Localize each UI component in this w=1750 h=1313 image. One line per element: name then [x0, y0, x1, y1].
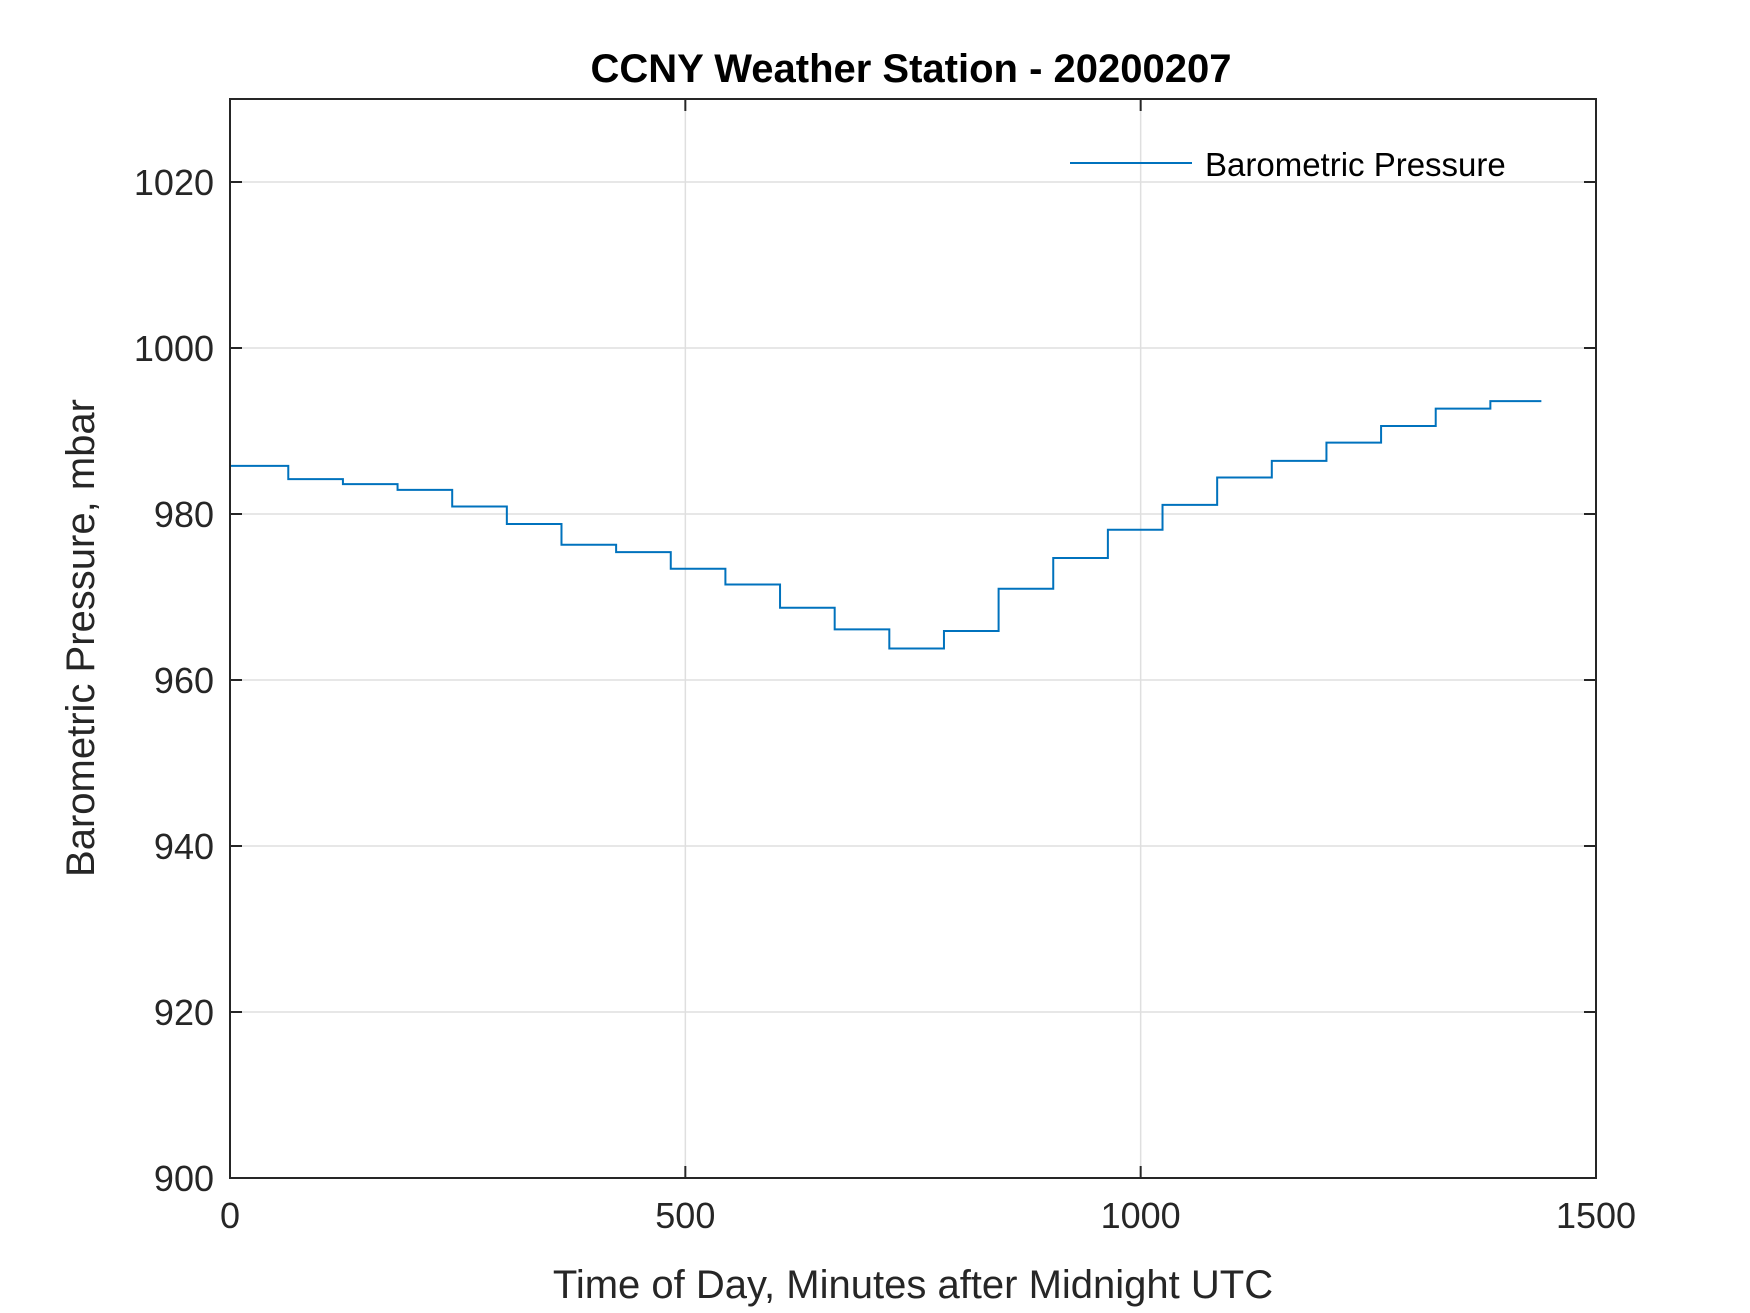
y-tick-label: 940	[154, 826, 214, 867]
y-tick-label: 1020	[134, 162, 214, 203]
y-tick-label: 1000	[134, 328, 214, 369]
chart-title: CCNY Weather Station - 20200207	[591, 47, 1232, 91]
y-tick-label: 920	[154, 992, 214, 1033]
x-tick-label: 1000	[1101, 1195, 1181, 1236]
x-tick-label: 500	[655, 1195, 715, 1236]
y-tick-label: 900	[154, 1158, 214, 1199]
x-tick-label: 0	[220, 1195, 240, 1236]
grid	[230, 99, 1596, 1178]
legend: Barometric Pressure	[1070, 146, 1506, 183]
legend-label-barometric-pressure: Barometric Pressure	[1205, 146, 1506, 183]
y-axis-label: Barometric Pressure, mbar	[59, 399, 103, 877]
series-line-barometric-pressure	[230, 400, 1542, 650]
y-tick-label: 960	[154, 660, 214, 701]
axis-ticks: 0 500 1000 1500 900 920 940 960 980 1000 1020	[134, 99, 1636, 1236]
y-tick-label: 980	[154, 494, 214, 535]
x-tick-label: 1500	[1556, 1195, 1636, 1236]
series-group	[230, 400, 1542, 650]
x-axis-label: Time of Day, Minutes after Midnight UTC	[553, 1263, 1273, 1307]
plot-area-frame	[229, 98, 1597, 1179]
